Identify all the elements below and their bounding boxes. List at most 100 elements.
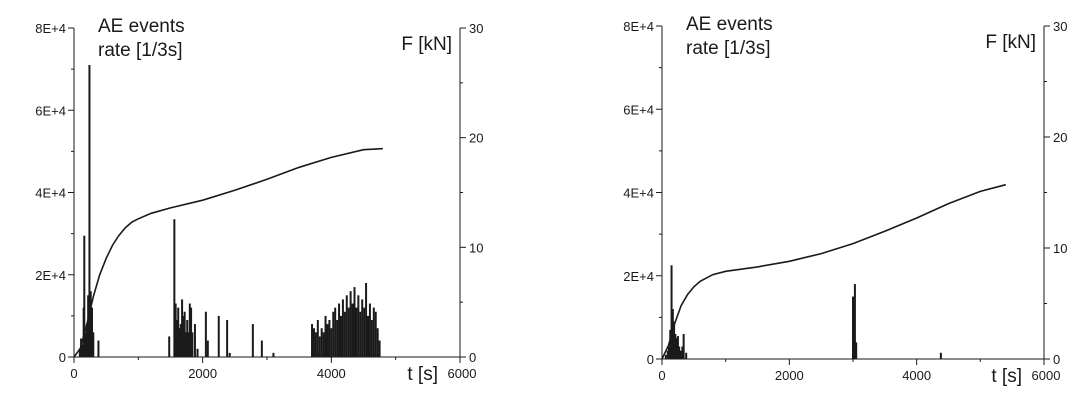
ae-rate-bar xyxy=(681,346,684,359)
x-tick-label: 0 xyxy=(70,366,77,381)
ae-rate-bar xyxy=(682,334,685,359)
ae-rate-bar xyxy=(204,311,207,357)
right-axis-label: F [kN] xyxy=(401,34,452,55)
y2-tick-label: 30 xyxy=(469,21,483,36)
ae-rate-bar xyxy=(193,324,196,357)
ae-rate-bar xyxy=(347,307,350,357)
ae-rate-bar xyxy=(671,309,674,359)
ae-rate-bar xyxy=(311,324,314,357)
y-tick-label: 4E+4 xyxy=(35,186,66,201)
y-tick-label: 6E+4 xyxy=(35,103,66,118)
ae-rate-bar xyxy=(316,319,319,357)
y-tick-label: 6E+4 xyxy=(623,102,654,117)
chart-title-line: AE events xyxy=(686,14,773,35)
ae-rate-bar xyxy=(939,352,942,359)
ae-rate-bar xyxy=(175,319,178,357)
ae-rate-bar xyxy=(368,303,371,357)
ae-rate-bar xyxy=(190,307,193,357)
ae-rate-bar xyxy=(182,315,185,357)
y2-tick-label: 30 xyxy=(1053,19,1067,34)
x-tick-label: 0 xyxy=(658,368,665,383)
ae-rate-bar xyxy=(330,328,333,357)
x-tick-label: 4000 xyxy=(902,368,931,383)
ae-rate-bar xyxy=(91,307,94,357)
ae-rate-bar xyxy=(359,311,362,357)
ae-rate-bar xyxy=(83,235,86,357)
ae-rate-bar xyxy=(84,332,87,357)
ae-rate-bar xyxy=(675,338,678,359)
ae-rate-bar xyxy=(676,336,679,359)
ae-rate-bar xyxy=(322,332,325,357)
ae-rate-bar xyxy=(177,307,180,357)
ae-rate-bar xyxy=(226,319,229,357)
x-axis-label: t [s] xyxy=(407,364,438,385)
ae-rate-bar xyxy=(685,352,688,359)
y2-tick-label: 10 xyxy=(469,240,483,255)
ae-rate-bar xyxy=(85,324,88,357)
right-axis-label: F [kN] xyxy=(985,32,1036,53)
ae-rate-bar xyxy=(349,291,352,357)
left-chart: 0 2E+4 4E+4 6E+4 8E+4 0 10 20 30 0 2000 4000 6000 t [… xyxy=(35,16,483,385)
ae-rate-bar xyxy=(186,319,189,357)
ae-rate-bar xyxy=(217,315,220,357)
x-tick-label: 4000 xyxy=(317,366,346,381)
right-chart: 0 2E+4 4E+4 6E+4 8E+4 0 10 20 30 0 2000 4000 6000 t [… xyxy=(623,14,1067,387)
ae-rate-bar xyxy=(365,282,368,357)
ae-rate-bar xyxy=(666,350,669,359)
y-tick-label: 0 xyxy=(59,350,66,365)
ae-rate-bar xyxy=(173,219,176,357)
ae-rate-bar xyxy=(355,307,358,357)
ae-rate-bar xyxy=(174,303,177,357)
ae-rate-bar xyxy=(334,307,337,357)
ae-rate-bar xyxy=(367,315,370,357)
ae-rate-bar xyxy=(855,342,858,359)
ae-rate-bar xyxy=(332,311,335,357)
ae-rate-bar xyxy=(343,311,346,357)
y-tick-label: 8E+4 xyxy=(35,21,66,36)
y2-tick-label: 0 xyxy=(1053,352,1060,367)
chart-title-line: rate [1/3s] xyxy=(98,40,183,61)
ae-rate-bar xyxy=(351,303,354,357)
ae-rate-bar xyxy=(328,319,331,357)
chart-title-line: AE events xyxy=(98,16,185,37)
ae-rate-bar xyxy=(260,340,263,357)
ae-rate-bar xyxy=(374,311,377,357)
ae-rate-bar xyxy=(78,348,81,357)
ae-rate-bar xyxy=(89,291,92,357)
ae-rate-bar xyxy=(853,284,856,359)
y-tick-label: 2E+4 xyxy=(35,268,66,283)
ae-rate-bar xyxy=(318,336,321,357)
x-tick-label: 6000 xyxy=(448,366,477,381)
ae-rate-bar xyxy=(341,299,344,357)
ae-rate-bar xyxy=(228,352,231,357)
ae-rate-bar xyxy=(852,296,854,359)
ae-rate-bar xyxy=(314,332,317,357)
x-axis-label: t [s] xyxy=(991,366,1022,387)
y2-tick-label: 20 xyxy=(1053,130,1067,145)
ae-rate-bar xyxy=(353,287,356,357)
force-curve xyxy=(661,183,1007,360)
force-curve xyxy=(73,147,383,358)
y-tick-label: 0 xyxy=(647,352,654,367)
ae-rate-bar xyxy=(372,307,375,357)
ae-rate-bar xyxy=(191,332,194,357)
y2-tick-label: 20 xyxy=(469,131,483,146)
ae-rate-bar xyxy=(336,319,339,357)
ae-rate-bar xyxy=(320,328,323,357)
ae-rate-bar xyxy=(668,346,671,359)
y2-tick-label: 0 xyxy=(469,350,476,365)
y-tick-label: 8E+4 xyxy=(623,19,654,34)
ae-rate-bar xyxy=(97,340,100,357)
ae-rate-bar xyxy=(178,328,181,357)
ae-rate-bar xyxy=(363,307,366,357)
ae-rate-bar xyxy=(339,315,342,357)
ae-rate-bar xyxy=(206,340,209,357)
ae-rate-bar xyxy=(88,65,91,357)
ae-rate-bar xyxy=(674,334,677,359)
ae-rate-bar xyxy=(188,303,191,357)
ae-rate-bar xyxy=(92,332,95,357)
ae-rate-bar xyxy=(187,332,190,357)
ae-rate-bar xyxy=(184,332,187,357)
ae-rate-bar xyxy=(326,324,329,357)
